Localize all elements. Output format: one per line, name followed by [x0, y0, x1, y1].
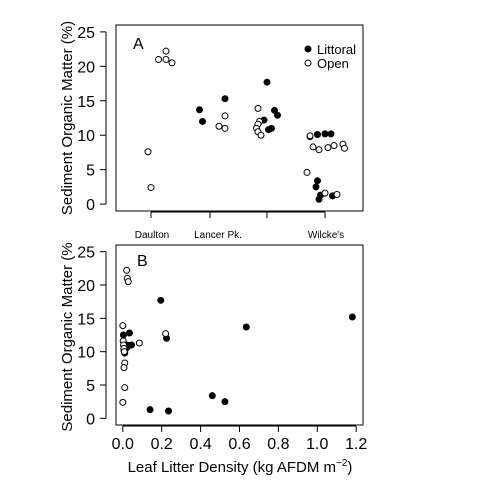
littoral-point [196, 106, 203, 114]
open-point [309, 143, 317, 151]
open-point [257, 131, 265, 139]
legend-littoral-label: Littoral [317, 42, 356, 57]
panel-a-y-tick-label: 5 [86, 163, 95, 180]
open-point [330, 142, 338, 150]
panel-b-x-axis-title: Leaf Litter Density (kg AFDM m−2) [128, 458, 353, 476]
open-point [155, 55, 162, 63]
panel-a-site-label: Lancer Pk. [194, 230, 242, 241]
littoral-point [242, 323, 250, 331]
open-point [221, 124, 229, 132]
panel-a-y-tick-label: 25 [77, 25, 95, 42]
panel-a-y-tick-label: 0 [86, 197, 95, 214]
legend-open-label: Open [317, 56, 349, 71]
open-point [124, 278, 132, 286]
panel-b-x-tick-label: 0.2 [151, 436, 173, 453]
open-point [162, 330, 170, 338]
panel-b-x-tick-label: 0.4 [189, 436, 211, 453]
open-point [333, 190, 341, 198]
panel-b-y-tick-label: 20 [77, 278, 95, 295]
legend-open-marker [304, 59, 312, 67]
open-point [254, 104, 262, 112]
littoral-point [221, 398, 229, 406]
panel-a-y-axis: 0 5 10 15 20 25 [77, 25, 107, 214]
panel-b-y-tick-label: 15 [77, 311, 95, 328]
panel-a-y-axis-title: Sediment Organic Matter (%) [59, 21, 76, 215]
panel-b-y-tick-label: 5 [86, 378, 95, 395]
littoral-point [128, 341, 136, 349]
open-point [120, 364, 128, 372]
littoral-point [165, 407, 173, 415]
panel-a-plot-frame [115, 24, 364, 212]
panel-b-y-tick-label: 10 [77, 345, 95, 362]
littoral-point [265, 126, 272, 134]
open-point [119, 322, 127, 330]
littoral-point [348, 313, 356, 321]
panel-a-points [144, 47, 348, 203]
open-point [147, 184, 155, 192]
littoral-point [208, 392, 216, 400]
open-point [168, 59, 176, 67]
panel-a-y-tick-label: 10 [77, 128, 95, 145]
panel-b-label: B [137, 253, 148, 270]
panel-b-x-tick-label: 0.8 [267, 436, 289, 453]
panel-a-y-tick-label: 20 [77, 59, 95, 76]
open-point [306, 132, 314, 140]
littoral-point [314, 131, 321, 139]
littoral-point [199, 117, 206, 125]
littoral-point [146, 406, 154, 414]
open-point [144, 148, 152, 156]
open-point [120, 348, 128, 356]
open-point [162, 47, 170, 55]
panel-b: B 0 5 10 15 20 25 0.0 0.2 0.4 0.6 0.8 1.0 1.2 Sedim… [59, 242, 367, 476]
panel-b-x-tick-label: 1.0 [306, 436, 328, 453]
panel-a-y-tick-label: 15 [77, 94, 95, 111]
panel-a-site-label: Daulton [135, 230, 169, 241]
littoral-point [157, 296, 165, 304]
legend-littoral-marker [304, 45, 312, 53]
panel-b-x-axis: 0.0 0.2 0.4 0.6 0.8 1.0 1.2 [112, 425, 367, 453]
open-point [321, 189, 329, 197]
littoral-point [312, 183, 320, 191]
panel-b-plot-frame [115, 244, 364, 426]
panel-b-y-axis: 0 5 10 15 20 25 [77, 245, 107, 428]
littoral-point [315, 195, 323, 203]
littoral-point [327, 130, 335, 138]
panel-a-x-axis: Daulton Lancer Pk. Wilcke's [135, 211, 344, 241]
panel-b-x-tick-label: 0.0 [112, 436, 134, 453]
panel-a-label: A [133, 36, 144, 53]
littoral-point [119, 331, 127, 339]
open-point [123, 266, 131, 274]
littoral-point [263, 78, 271, 86]
panel-b-y-axis-title: Sediment Organic Matter (% [59, 242, 76, 431]
open-point [215, 122, 223, 130]
littoral-point [274, 111, 281, 119]
open-point [315, 146, 323, 154]
littoral-point [221, 95, 229, 103]
open-point [221, 112, 229, 120]
panel-b-x-tick-label: 1.2 [345, 436, 367, 453]
littoral-point [314, 177, 321, 185]
littoral-point [321, 130, 329, 138]
panel-b-x-tick-label: 0.6 [228, 436, 250, 453]
open-point [162, 55, 170, 63]
panel-a-site-label: Wilcke's [308, 230, 344, 241]
panel-b-y-tick-label: 0 [86, 411, 95, 428]
littoral-point [271, 106, 278, 114]
panel-b-points [119, 266, 356, 415]
open-point [119, 398, 127, 406]
open-point [324, 144, 332, 152]
open-point [135, 339, 143, 347]
panel-b-y-tick-label: 25 [77, 245, 95, 262]
littoral-point [125, 329, 133, 337]
open-point [341, 144, 348, 152]
open-point [121, 384, 129, 392]
open-point [303, 168, 311, 176]
